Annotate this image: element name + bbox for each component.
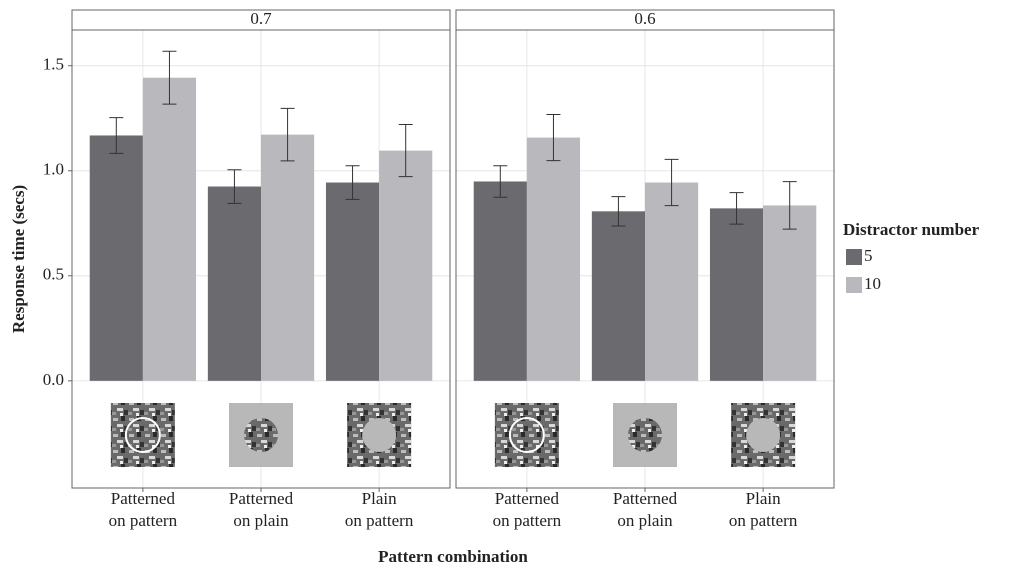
thumbnail-target: [244, 418, 278, 452]
thumbnail-target: [746, 418, 780, 452]
facet-title: 0.7: [250, 9, 272, 28]
bar: [379, 151, 432, 381]
legend-label: 10: [864, 274, 881, 293]
thumbnail-target: [362, 418, 396, 452]
y-tick-label: 0.5: [43, 265, 64, 284]
legend-title: Distractor number: [843, 220, 980, 239]
bar: [710, 208, 763, 380]
x-tick-label: on pattern: [345, 511, 414, 530]
y-axis-title: Response time (secs): [9, 185, 28, 333]
bar: [90, 135, 143, 380]
bar: [763, 205, 816, 380]
bar: [208, 187, 261, 381]
bar: [326, 183, 379, 381]
legend-swatch: [846, 277, 862, 293]
bar: [527, 138, 580, 381]
x-tick-label: on plain: [617, 511, 673, 530]
x-axis-title: Pattern combination: [378, 547, 528, 566]
chart: Response time (secs) Pattern combination…: [0, 0, 1032, 568]
y-tick-label: 1.5: [43, 55, 64, 74]
bar: [143, 78, 196, 381]
bar: [592, 211, 645, 381]
thumbnail-target: [628, 418, 662, 452]
bar: [474, 181, 527, 380]
x-tick-label: on pattern: [729, 511, 798, 530]
bar: [645, 183, 698, 381]
thumbnail: [111, 403, 175, 467]
bar: [261, 135, 314, 381]
y-tick-label: 1.0: [43, 160, 64, 179]
facet-title: 0.6: [634, 9, 655, 28]
x-tick-label: on pattern: [493, 511, 562, 530]
legend-swatch: [846, 249, 862, 265]
x-tick-label: on pattern: [109, 511, 178, 530]
legend-label: 5: [864, 246, 873, 265]
x-tick-label: on plain: [233, 511, 289, 530]
thumbnail: [495, 403, 559, 467]
y-tick-label: 0.0: [43, 370, 64, 389]
